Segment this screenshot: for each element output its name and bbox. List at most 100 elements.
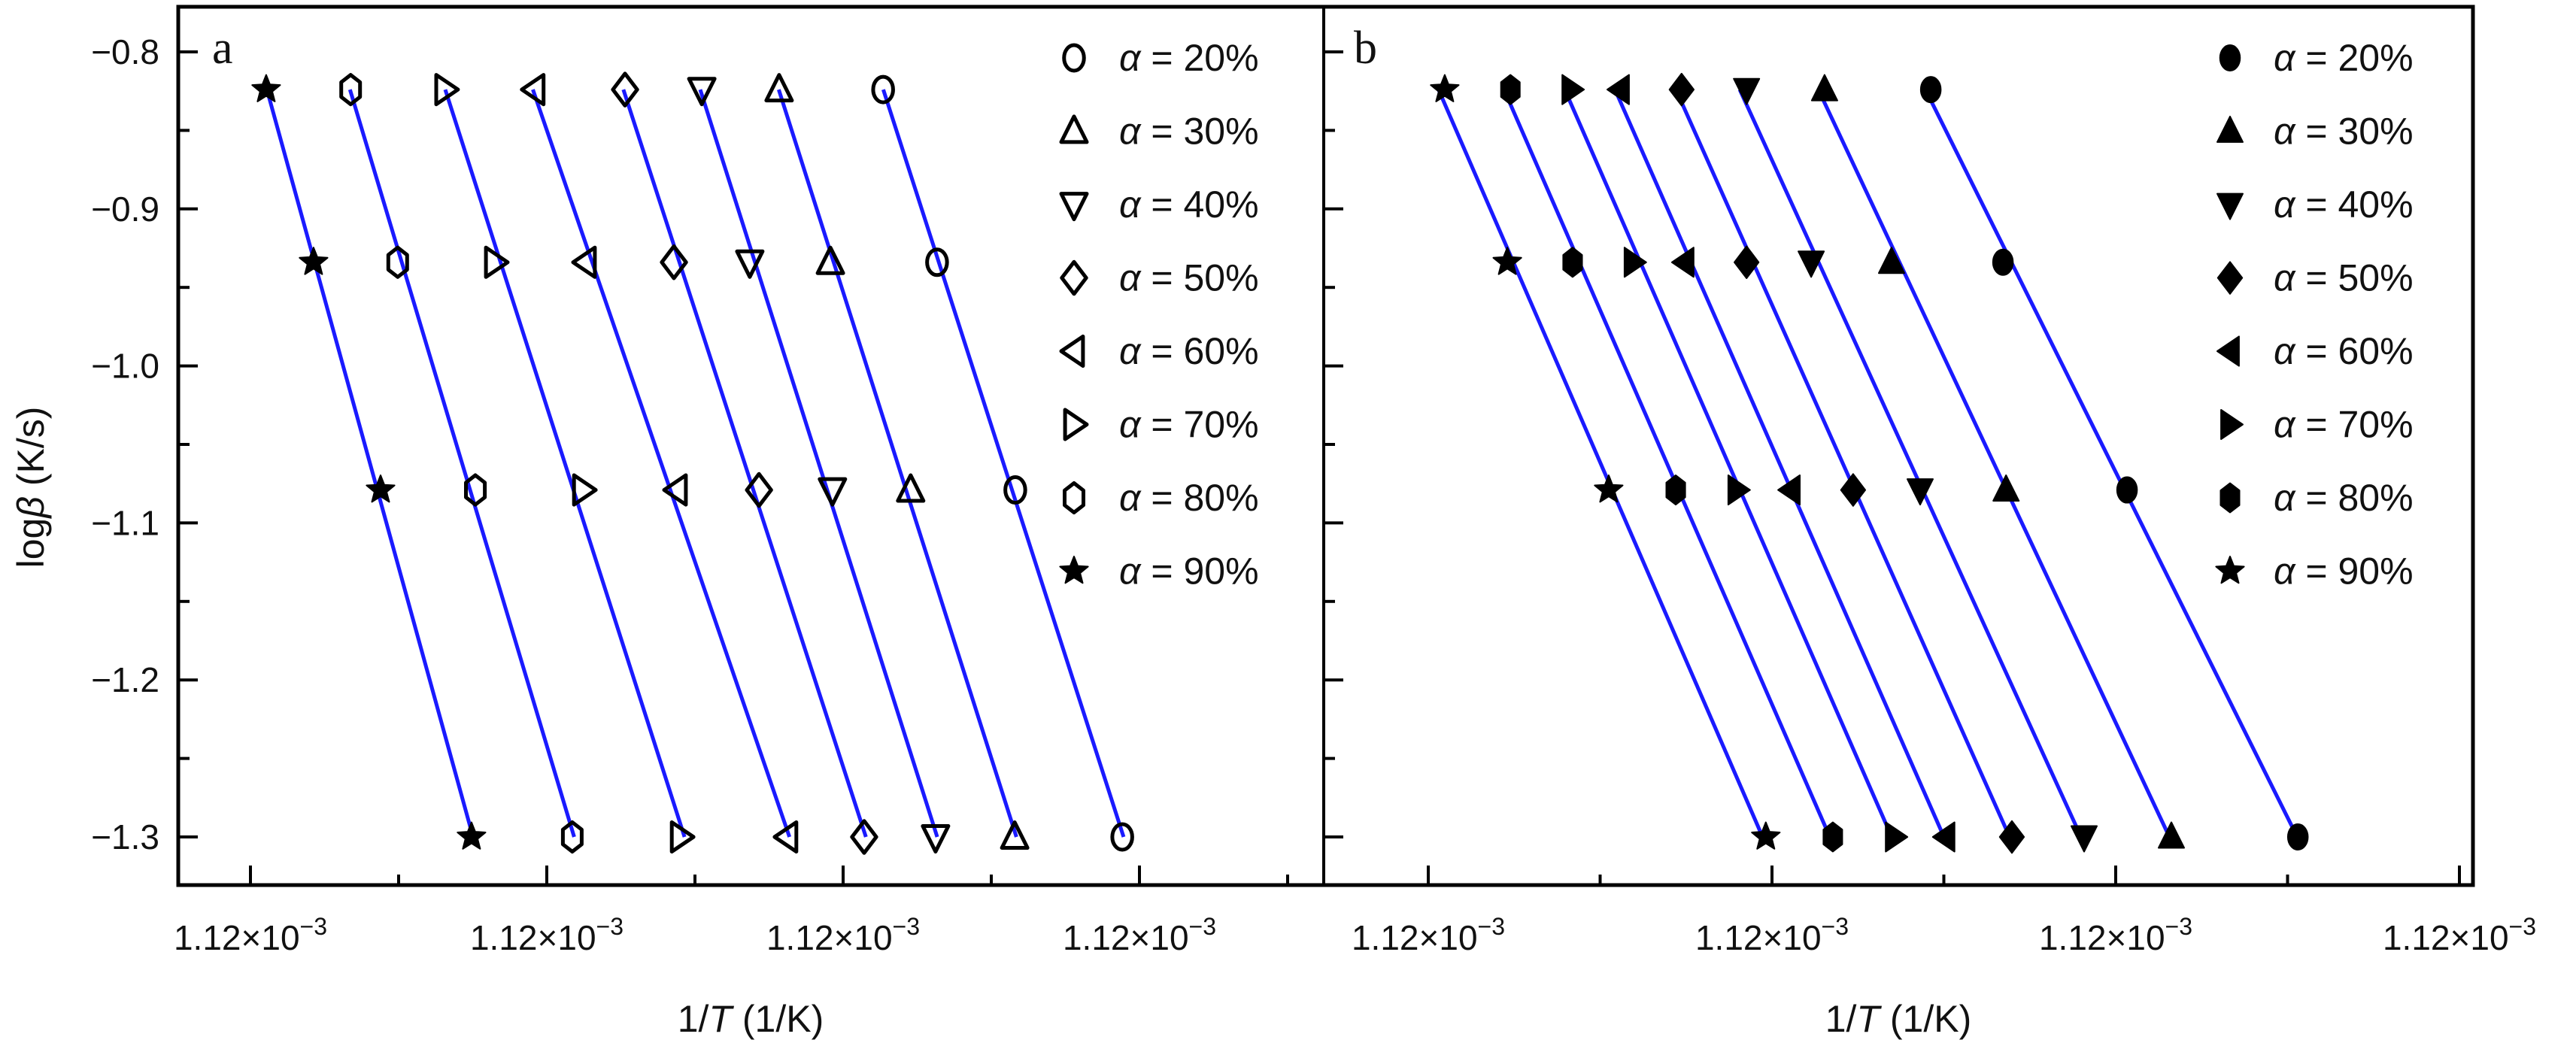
fit-line: [1437, 89, 1764, 838]
data-point-star-icon: [457, 821, 487, 850]
x-axis-title-b: 1/T (1/K): [1825, 998, 1972, 1040]
y-tick-label: −1.2: [91, 660, 159, 699]
legend-star-icon: [1059, 556, 1089, 584]
legend-label: α = 30%: [2274, 111, 2414, 153]
data-point-triangle-up-icon: [1992, 474, 2020, 502]
data-point-star-icon: [1594, 474, 1624, 503]
data-point-hexagon-icon: [560, 820, 584, 853]
data-point-star-icon: [366, 474, 396, 503]
legend-label: α = 30%: [1119, 111, 1259, 153]
legend-label: α = 60%: [2274, 330, 2414, 372]
data-point-circle-icon: [871, 74, 895, 105]
legend-label: α = 60%: [1119, 330, 1259, 372]
data-point-triangle-left-icon: [520, 73, 546, 107]
y-tick-label: −0.8: [91, 32, 159, 71]
data-point-hexagon-icon: [1500, 74, 1521, 105]
data-point-triangle-right-icon: [1561, 74, 1585, 105]
legend-panel-a: α = 20% α = 30% α = 40% α = 50% α = 60% α = 7…: [1059, 37, 1259, 593]
fit-line: [1816, 89, 2171, 838]
fit-line: [1563, 89, 1894, 838]
data-point-hexagon-icon: [1562, 247, 1583, 278]
legend-label: α = 80%: [2274, 477, 2414, 519]
data-point-star-icon: [251, 74, 281, 102]
legend-panel-b: α = 20% α = 30% α = 40% α = 50% α = 60% α = 7…: [2215, 37, 2414, 593]
fit-line: [1923, 88, 2299, 838]
x-tick-label: 1.12×10−3: [2383, 913, 2536, 957]
fit-line: [531, 89, 792, 838]
data-point-triangle-right-icon: [434, 73, 460, 107]
legend-label: α = 90%: [2274, 550, 2414, 593]
legend-triangle-up-icon: [1059, 114, 1089, 144]
data-point-triangle-down-icon: [735, 249, 765, 279]
data-point-diamond-icon: [1734, 245, 1760, 279]
x-tick-label: 1.12×10−3: [1063, 913, 1216, 957]
data-point-triangle-right-icon: [1727, 474, 1751, 506]
legend-triangle-down-icon: [2216, 193, 2244, 220]
data-point-star-icon: [299, 247, 329, 275]
legend-label: α = 90%: [1119, 550, 1259, 593]
data-point-triangle-right-icon: [484, 245, 510, 279]
data-point-triangle-up-icon: [1878, 247, 1905, 274]
legend-circle-icon: [2219, 44, 2241, 71]
data-point-triangle-up-icon: [2158, 821, 2185, 849]
legend-label: α = 50%: [1119, 257, 1259, 299]
data-point-triangle-right-icon: [1885, 821, 1909, 853]
legend-circle-icon: [1062, 43, 1086, 73]
fit-line: [265, 89, 475, 838]
legend-star-icon: [2215, 556, 2245, 584]
data-point-hexagon-icon: [1822, 821, 1843, 853]
data-point-triangle-left-icon: [1607, 74, 1630, 105]
legend-label: α = 40%: [2274, 183, 2414, 226]
data-point-triangle-up-icon: [764, 73, 794, 103]
data-point-triangle-right-icon: [1623, 247, 1647, 278]
x-tick-label: 1.12×10−3: [2039, 913, 2192, 957]
data-point-circle-icon: [2116, 476, 2138, 504]
x-axis-title-a: 1/T (1/K): [678, 998, 824, 1040]
legend-diamond-icon: [1060, 259, 1088, 296]
data-point-triangle-down-icon: [818, 477, 848, 507]
data-point-diamond-icon: [660, 244, 688, 280]
data-point-diamond-icon: [611, 71, 639, 108]
fit-line: [881, 89, 1126, 838]
legend-label: α = 70%: [2274, 404, 2414, 446]
data-point-triangle-right-icon: [572, 473, 598, 507]
data-point-triangle-up-icon: [815, 245, 845, 275]
y-tick-label: −0.9: [91, 189, 159, 229]
x-tick-label: 1.12×10−3: [470, 913, 624, 957]
data-point-diamond-icon: [850, 819, 878, 855]
data-point-hexagon-icon: [339, 73, 363, 107]
legend-label: α = 50%: [2274, 257, 2414, 299]
data-point-triangle-down-icon: [921, 824, 951, 853]
legend-hexagon-icon: [2219, 482, 2241, 514]
fit-line: [777, 89, 1018, 838]
data-point-triangle-left-icon: [1670, 247, 1695, 278]
data-point-triangle-up-icon: [896, 473, 926, 503]
data-point-star-icon: [1430, 74, 1460, 102]
data-point-triangle-left-icon: [571, 245, 597, 279]
data-point-circle-icon: [1992, 248, 2014, 276]
data-point-triangle-down-icon: [1907, 478, 1934, 506]
legend-label: α = 80%: [1119, 477, 1259, 519]
x-tick-label: 1.12×10−3: [174, 913, 327, 957]
data-point-triangle-left-icon: [1931, 821, 1956, 853]
data-point-triangle-down-icon: [1733, 77, 1761, 105]
fit-line: [443, 89, 687, 838]
legend-label: α = 20%: [2274, 37, 2414, 79]
data-point-triangle-left-icon: [662, 473, 688, 507]
data-point-triangle-down-icon: [2071, 825, 2098, 853]
fit-line: [1613, 89, 1946, 838]
data-point-circle-icon: [1110, 822, 1134, 852]
data-point-star-icon: [1751, 821, 1781, 850]
fit-line: [347, 89, 576, 838]
data-point-hexagon-icon: [386, 245, 409, 279]
data-point-diamond-icon: [745, 471, 773, 508]
data-point-triangle-left-icon: [772, 820, 799, 853]
data-point-diamond-icon: [1668, 72, 1695, 107]
data-point-triangle-down-icon: [1798, 250, 1825, 278]
legend-triangle-down-icon: [1059, 192, 1089, 222]
x-tick-label: 1.12×10−3: [1695, 913, 1849, 957]
fit-line: [698, 89, 939, 838]
x-tick-label: 1.12×10−3: [766, 913, 920, 957]
legend-triangle-left-icon: [2216, 335, 2240, 367]
x-tick-label: 1.12×10−3: [1352, 913, 1505, 957]
